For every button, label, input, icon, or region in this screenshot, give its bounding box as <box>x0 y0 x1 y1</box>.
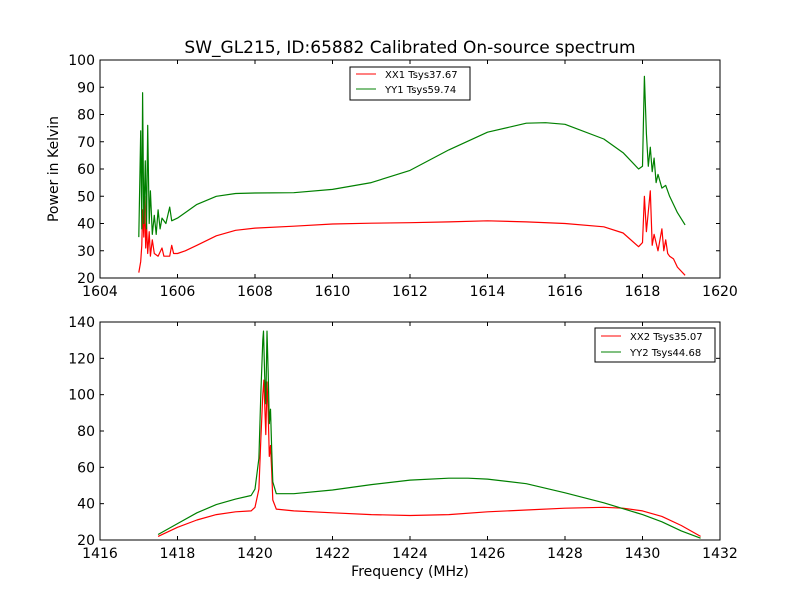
top-x-tick-label: 1618 <box>625 284 661 300</box>
top-legend-label-yy1: YY1 Tsys59.74 <box>384 85 456 96</box>
bot-x-tick-label: 1416 <box>82 546 118 562</box>
bot-y-tick-label: 20 <box>77 533 95 549</box>
top-x-tick-label: 1610 <box>315 284 351 300</box>
bottom-y-ticks: 20 40 60 80 100 120 140 <box>68 315 720 549</box>
top-y-tick-label: 40 <box>77 217 95 233</box>
top-legend: XX1 Tsys37.67 YY1 Tsys59.74 <box>349 66 471 101</box>
top-y-axis-label: Power in Kelvin <box>46 116 62 222</box>
bot-series-line-1 <box>157 330 701 539</box>
bot-x-tick-label: 1418 <box>160 546 196 562</box>
top-y-tick-label: 80 <box>77 108 95 124</box>
bot-x-tick-label: 1424 <box>392 546 428 562</box>
bottom-x-axis-label: Frequency (MHz) <box>351 564 469 580</box>
bot-series-line-0 <box>157 379 701 537</box>
bottom-panel: 1416 1418 1420 1422 1424 1426 1428 1430 1432 20 4… <box>68 315 738 580</box>
top-x-tick-label: 1606 <box>160 284 196 300</box>
top-y-tick-label: 70 <box>77 135 95 151</box>
bot-x-tick-label: 1420 <box>237 546 273 562</box>
top-x-tick-label: 1616 <box>547 284 583 300</box>
top-series-line-1 <box>138 75 686 238</box>
top-y-tick-label: 30 <box>77 244 95 260</box>
bot-y-tick-label: 120 <box>68 351 95 367</box>
top-y-tick-label: 100 <box>68 53 95 69</box>
top-y-tick-label: 60 <box>77 162 95 178</box>
bottom-legend: XX2 Tsys35.07 YY2 Tsys44.68 <box>594 327 716 363</box>
top-series-line-0 <box>138 190 686 276</box>
top-panel: SW_GL215, ID:65882 Calibrated On-source … <box>46 38 738 300</box>
bottom-legend-box <box>594 327 716 363</box>
top-y-ticks: 20 30 40 50 60 70 80 90 100 <box>68 53 720 287</box>
bot-x-tick-label: 1426 <box>470 546 506 562</box>
bot-x-tick-label: 1428 <box>547 546 583 562</box>
bot-y-tick-label: 100 <box>68 388 95 404</box>
bottom-series-layer <box>157 330 701 539</box>
top-x-ticks: 1604 1606 1608 1610 1612 1614 1616 1618 1620 <box>82 60 738 300</box>
bot-y-tick-label: 80 <box>77 424 95 440</box>
chart-title: SW_GL215, ID:65882 Calibrated On-source … <box>184 38 635 58</box>
top-x-tick-label: 1614 <box>470 284 506 300</box>
top-legend-label-xx1: XX1 Tsys37.67 <box>385 70 458 81</box>
top-series-layer <box>138 75 686 276</box>
bottom-x-ticks: 1416 1418 1420 1422 1424 1426 1428 1430 1432 <box>82 322 738 562</box>
top-x-tick-label: 1608 <box>237 284 273 300</box>
bot-x-tick-label: 1422 <box>315 546 351 562</box>
bot-x-tick-label: 1432 <box>702 546 738 562</box>
bot-y-tick-label: 40 <box>77 497 95 513</box>
top-y-tick-label: 50 <box>77 189 95 205</box>
top-x-tick-label: 1620 <box>702 284 738 300</box>
top-legend-box <box>349 66 471 101</box>
top-x-tick-label: 1604 <box>82 284 118 300</box>
bot-y-tick-label: 60 <box>77 460 95 476</box>
bot-x-tick-label: 1430 <box>625 546 661 562</box>
top-y-tick-label: 90 <box>77 80 95 96</box>
top-x-tick-label: 1612 <box>392 284 428 300</box>
bot-y-tick-label: 140 <box>68 315 95 331</box>
top-y-tick-label: 20 <box>77 271 95 287</box>
bottom-legend-label-yy2: YY2 Tsys44.68 <box>629 348 701 359</box>
bottom-legend-label-xx2: XX2 Tsys35.07 <box>630 332 703 343</box>
